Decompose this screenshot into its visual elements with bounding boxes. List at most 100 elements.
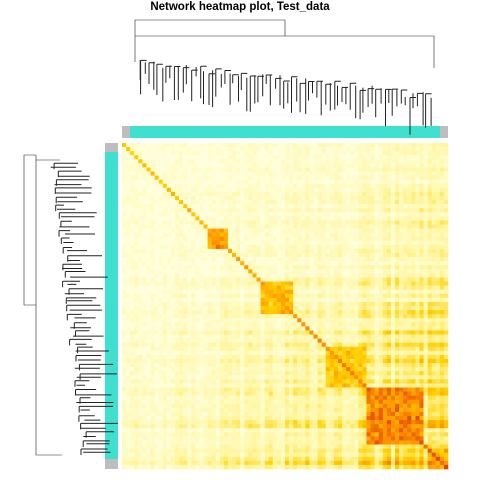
heatmap-cell: [370, 273, 375, 278]
heatmap-cell: [443, 253, 449, 258]
heatmap-cell: [187, 265, 192, 270]
heatmap-cell: [280, 281, 286, 286]
heatmap-cell: [142, 306, 147, 311]
heatmap-cell: [268, 151, 274, 156]
heatmap-cell: [134, 212, 139, 217]
heatmap-cell: [276, 228, 282, 233]
heatmap-cell: [358, 143, 363, 148]
heatmap-cell: [370, 208, 375, 213]
heatmap-cell: [313, 330, 318, 335]
heatmap-cell: [179, 187, 184, 193]
heatmap-cell: [403, 204, 408, 209]
heatmap-cell: [358, 367, 363, 372]
heatmap-cell: [236, 367, 241, 372]
heatmap-cell: [342, 281, 347, 286]
heatmap-cell: [199, 232, 204, 238]
heatmap-cell: [366, 232, 371, 238]
heatmap-cell: [301, 363, 306, 368]
heatmap-cell: [305, 216, 310, 221]
heatmap-cell: [126, 277, 131, 282]
heatmap-cell: [154, 155, 159, 160]
heatmap-cell: [264, 301, 270, 307]
heatmap-cell: [289, 277, 294, 282]
heatmap-cell: [362, 163, 367, 168]
heatmap-cell: [260, 354, 265, 360]
heatmap-cell: [354, 334, 359, 339]
heatmap-cell: [236, 314, 241, 319]
heatmap-cell: [362, 285, 367, 291]
heatmap-cell: [158, 208, 164, 213]
heatmap-cell: [390, 318, 396, 323]
heatmap-cell: [378, 314, 384, 319]
heatmap-cell: [146, 147, 151, 152]
heatmap-cell: [256, 163, 261, 168]
heatmap-cell: [236, 285, 241, 291]
heatmap-cell: [419, 183, 424, 189]
heatmap-cell: [134, 363, 139, 368]
heatmap-cell: [354, 358, 359, 364]
heatmap-cell: [248, 383, 253, 388]
heatmap-cell: [285, 387, 290, 392]
heatmap-cell: [236, 195, 241, 201]
heatmap-cell: [370, 293, 375, 299]
heatmap-cell: [321, 273, 327, 278]
heatmap-cell: [403, 236, 408, 242]
heatmap-cell: [293, 265, 298, 270]
heatmap-cell: [162, 363, 168, 368]
heatmap-cell: [126, 220, 131, 225]
heatmap-cell: [134, 379, 139, 384]
heatmap-cell: [325, 358, 331, 364]
heatmap-cell: [435, 306, 441, 311]
heatmap-cell: [439, 326, 445, 331]
heatmap-cell: [223, 171, 229, 176]
heatmap-cell: [223, 383, 229, 388]
heatmap-cell: [321, 220, 327, 225]
heatmap-cell: [390, 306, 396, 311]
heatmap-cell: [134, 220, 139, 225]
heatmap-cell: [126, 175, 131, 180]
heatmap-cell: [134, 395, 139, 401]
heatmap-cell: [276, 257, 282, 262]
heatmap-cell: [415, 350, 420, 356]
heatmap-cell: [313, 301, 318, 307]
heatmap-cell: [260, 200, 265, 205]
heatmap-cell: [435, 200, 441, 205]
heatmap-cell: [195, 171, 200, 176]
heatmap-cell: [236, 375, 241, 380]
heatmap-cell: [337, 183, 343, 189]
heatmap-cell: [342, 387, 347, 392]
heatmap-cell: [122, 244, 127, 250]
heatmap-cell: [215, 383, 221, 388]
heatmap-cell: [403, 216, 408, 221]
heatmap-cell: [264, 183, 270, 189]
heatmap-cell: [183, 212, 188, 217]
heatmap-cell: [146, 383, 151, 388]
heatmap-cell: [382, 240, 388, 246]
heatmap-cell: [215, 297, 221, 303]
heatmap-cell: [325, 318, 331, 323]
heatmap-cell: [350, 342, 355, 348]
heatmap-cell: [264, 310, 270, 315]
heatmap-cell: [170, 163, 176, 168]
heatmap-cell: [399, 383, 404, 388]
heatmap-cell: [260, 289, 265, 295]
heatmap-cell: [248, 248, 253, 254]
heatmap-cell: [162, 334, 168, 339]
heatmap-cell: [227, 163, 233, 168]
heatmap-cell: [395, 346, 400, 352]
heatmap-cell: [276, 171, 282, 176]
heatmap-cell: [439, 216, 445, 221]
heatmap-cell: [211, 330, 217, 335]
heatmap-cell: [174, 371, 180, 376]
heatmap-cell: [386, 236, 392, 242]
heatmap-cell: [329, 200, 335, 205]
heatmap-cell: [272, 220, 278, 225]
heatmap-cell: [227, 171, 233, 176]
heatmap-cell: [195, 216, 200, 221]
heatmap-cell: [240, 269, 245, 274]
heatmap-cell: [146, 159, 151, 164]
heatmap-cell: [207, 253, 212, 258]
heatmap-cell: [240, 232, 245, 238]
heatmap-cell: [232, 208, 237, 213]
heatmap-cell: [411, 167, 416, 172]
